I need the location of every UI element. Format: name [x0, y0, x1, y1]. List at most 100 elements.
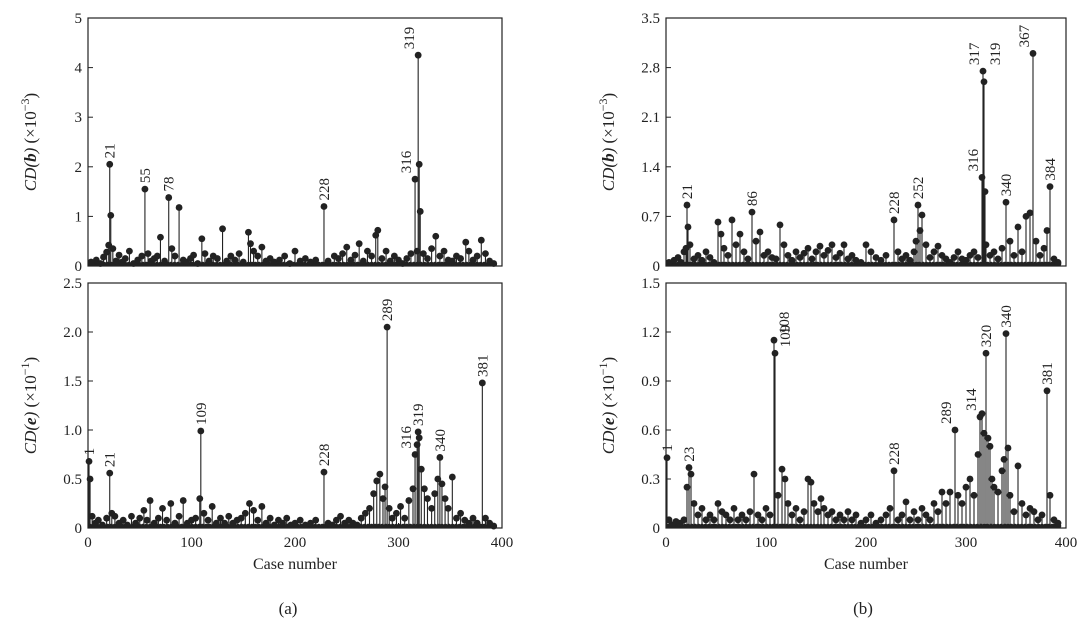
- data-point: [241, 509, 249, 517]
- data-point: [882, 511, 890, 519]
- data-point: [465, 519, 473, 527]
- data-point: [694, 251, 702, 259]
- data-point: [235, 250, 243, 257]
- data-point: [1054, 259, 1062, 266]
- data-point: [276, 256, 283, 264]
- data-point: [403, 255, 411, 262]
- data-point: [283, 514, 291, 522]
- baseline-marker: [158, 523, 163, 529]
- data-point: [320, 468, 328, 476]
- data-point: [250, 247, 257, 255]
- y-tick-label: 0: [75, 259, 83, 275]
- data-point: [386, 257, 394, 265]
- y-tick-label: 3: [75, 110, 83, 126]
- data-point: [1022, 511, 1030, 519]
- baseline-marker: [835, 523, 841, 529]
- data-point: [378, 255, 386, 262]
- data-point: [266, 514, 274, 522]
- annotation-label: 381: [1040, 362, 1056, 385]
- data-point: [194, 260, 202, 267]
- annotation-label: 23: [682, 447, 698, 462]
- data-point: [966, 475, 974, 483]
- data-point: [237, 514, 245, 522]
- data-point: [770, 336, 778, 344]
- panel-0: 0 1 2 3 4 5 CD(b) (×10−3) 21 55 78 228 316 319: [18, 11, 503, 275]
- data-point: [453, 514, 460, 522]
- data-point: [820, 505, 828, 512]
- y-label-close: ): [599, 147, 618, 154]
- data-point: [1054, 519, 1062, 527]
- y-tick-label: 0: [653, 521, 661, 537]
- y-tick-label: 5: [75, 11, 83, 27]
- data-point: [756, 228, 764, 236]
- data-point: [882, 251, 890, 259]
- data-point: [894, 248, 902, 256]
- data-point: [780, 241, 788, 249]
- y-axis-label: CD(e) (×10−1): [596, 357, 618, 454]
- data-point: [307, 258, 314, 266]
- baseline-marker: [835, 261, 841, 267]
- y-label-close: ): [599, 411, 618, 418]
- data-point: [722, 511, 730, 519]
- data-point: [112, 257, 120, 265]
- annotation-label: 228: [317, 178, 333, 201]
- data-point: [717, 230, 725, 238]
- data-point: [150, 519, 158, 527]
- data-point: [407, 250, 415, 257]
- data-point: [254, 252, 262, 260]
- y-axis-label: CD(b) (×10−3): [18, 93, 40, 191]
- y-tick-label: 1.5: [63, 374, 82, 390]
- baseline-marker: [798, 523, 803, 529]
- data-point: [979, 67, 987, 75]
- y-tick-label: 0: [653, 259, 661, 275]
- data-point: [982, 241, 990, 249]
- data-point: [219, 225, 226, 233]
- data-point: [677, 259, 685, 266]
- data-point: [918, 211, 926, 219]
- y-label-var: CD(: [21, 161, 40, 192]
- data-point: [415, 434, 423, 442]
- data-point: [307, 519, 314, 527]
- x-tick-label: 200: [284, 535, 307, 551]
- data-point: [918, 505, 926, 512]
- annotation-label: 109: [194, 402, 210, 425]
- data-point: [894, 516, 902, 524]
- data-point: [808, 255, 816, 263]
- baseline-marker: [798, 261, 803, 267]
- data-point: [702, 516, 710, 524]
- baseline-marker: [703, 523, 708, 529]
- baseline-marker: [253, 523, 258, 529]
- data-point: [1043, 227, 1051, 234]
- data-point: [1018, 500, 1026, 507]
- data-point: [291, 247, 299, 255]
- y-tick-label: 0.5: [63, 472, 82, 488]
- data-point: [1036, 251, 1044, 259]
- data-point: [890, 216, 898, 224]
- annotation-label: 252: [911, 177, 927, 200]
- data-point: [1018, 248, 1026, 256]
- data-point: [978, 410, 986, 418]
- data-point: [163, 516, 171, 524]
- data-point: [473, 519, 481, 527]
- data-point: [320, 203, 328, 210]
- y-label-unit-close: ): [21, 357, 40, 363]
- data-point: [165, 194, 173, 201]
- data-point: [385, 505, 393, 512]
- data-point: [204, 516, 212, 524]
- y-tick-label: 0: [75, 521, 83, 537]
- baseline-marker: [791, 523, 797, 529]
- data-point: [328, 521, 336, 529]
- data-point: [814, 508, 822, 516]
- y-tick-label: 2.5: [63, 276, 82, 292]
- data-point: [877, 516, 885, 524]
- y-label-unit-close: ): [599, 357, 618, 363]
- data-point: [764, 248, 772, 256]
- data-point: [807, 478, 815, 486]
- data-point: [930, 500, 938, 507]
- data-point: [800, 249, 808, 257]
- data-point: [97, 260, 104, 267]
- data-point: [954, 491, 962, 499]
- data-point: [405, 497, 413, 504]
- caption-a: (a): [279, 599, 298, 618]
- data-point: [934, 508, 942, 516]
